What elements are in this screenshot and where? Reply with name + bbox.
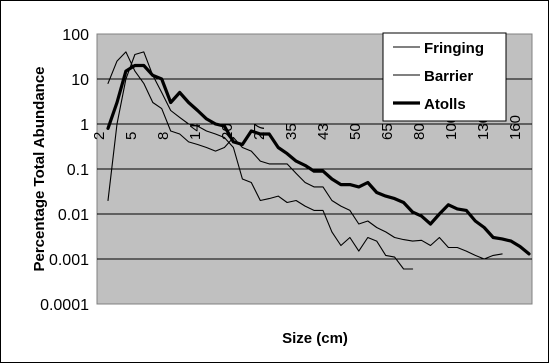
x-tick-label: 35 [283, 123, 300, 140]
x-tick-label: 2 [91, 132, 108, 140]
legend-box [382, 32, 507, 122]
series-lines [106, 51, 531, 270]
gridlines [97, 78, 532, 260]
x-tick-label: 80 [411, 123, 428, 140]
y-tick-label: 0.0001 [40, 297, 89, 314]
y-tick-label: 0.1 [67, 162, 89, 179]
series-line-atolls [106, 63, 531, 256]
x-tick-label: 27 [251, 123, 268, 140]
x-tick-label: 43 [315, 123, 332, 140]
y-tick-label: 0.001 [49, 252, 89, 269]
y-tick-label: 0.01 [58, 207, 89, 224]
y-tick-label: 100 [62, 27, 89, 44]
y-axis-ticks: 100 10 1 0.1 0.01 0.001 0.0001 [40, 27, 89, 314]
series-line-fringing [107, 51, 414, 270]
legend: Fringing Barrier Atolls [382, 32, 507, 122]
legend-label-atolls: Atolls [424, 96, 466, 113]
x-tick-label: 8 [155, 132, 172, 140]
y-tick-label: 10 [71, 72, 89, 89]
x-tick-label: 5 [123, 132, 140, 140]
x-axis-title: Size (cm) [282, 330, 348, 347]
x-tick-label: 160 [507, 115, 524, 140]
series-line-barrier [107, 51, 503, 260]
y-axis-title: Percentage Total Abundance [31, 66, 48, 271]
x-tick-label: 65 [379, 123, 396, 140]
legend-label-fringing: Fringing [424, 40, 484, 57]
y-tick-label: 1 [80, 117, 89, 134]
legend-label-barrier: Barrier [424, 68, 473, 85]
x-tick-label: 50 [347, 123, 364, 140]
